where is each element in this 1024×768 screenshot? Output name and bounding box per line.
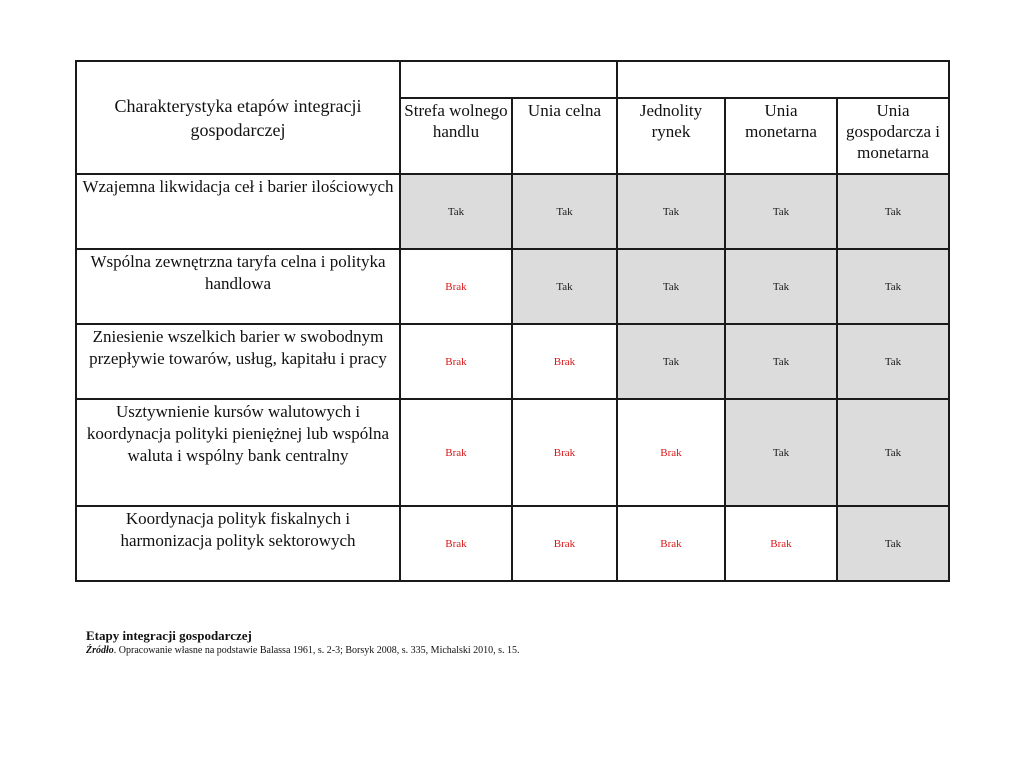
source-label: Źródło (86, 645, 114, 656)
value-cell: Brak (511, 398, 618, 507)
row-header: Koordynacja polityk fiskalnych i harmoni… (75, 505, 401, 582)
row-header: Wspólna zewnętrzna taryfa celna i polity… (75, 248, 401, 325)
table-row: Koordynacja polityk fiskalnych i harmoni… (75, 505, 950, 582)
header-group-blank-right (616, 60, 950, 99)
caption-title: Etapy integracji gospodarczej (86, 628, 252, 643)
integration-stages-table: Charakterystyka etapów integracji gospod… (75, 60, 950, 582)
caption-source: Źródło. Opracowanie własne na podstawie … (86, 644, 946, 658)
value-cell: Brak (511, 505, 618, 582)
value-cell: Tak (724, 173, 838, 250)
value-cell: Brak (616, 505, 726, 582)
table-row: Zniesienie wszelkich barier w swobodnym … (75, 323, 950, 400)
value-cell: Tak (724, 248, 838, 325)
value-cell: Tak (616, 173, 726, 250)
value-cell: Brak (399, 505, 513, 582)
header-row-columns: Strefa wolnego handlu Unia celna Jednoli… (76, 97, 950, 175)
header-group-blank-left (399, 60, 618, 99)
value-cell: Brak (724, 505, 838, 582)
column-header: Unia celna (511, 97, 618, 175)
column-header: Jednolity rynek (616, 97, 726, 175)
header-row-top: Charakterystyka etapów integracji gospod… (75, 60, 950, 175)
value-cell: Tak (616, 323, 726, 400)
value-cell: Brak (616, 398, 726, 507)
value-cell: Tak (399, 173, 513, 250)
value-cell: Tak (836, 398, 950, 507)
value-cell: Tak (836, 173, 950, 250)
value-cell: Brak (399, 398, 513, 507)
corner-header: Charakterystyka etapów integracji gospod… (75, 60, 401, 175)
value-cell: Tak (724, 323, 838, 400)
value-cell: Tak (511, 248, 618, 325)
table-row: Wspólna zewnętrzna taryfa celna i polity… (75, 248, 950, 325)
value-cell: Tak (511, 173, 618, 250)
value-cell: Tak (836, 505, 950, 582)
row-header: Wzajemna likwidacja ceł i barier ilościo… (75, 173, 401, 250)
figure-caption: Etapy integracji gospodarczej Źródło. Op… (86, 628, 946, 658)
value-cell: Tak (836, 323, 950, 400)
column-header: Unia monetarna (724, 97, 838, 175)
value-cell: Tak (836, 248, 950, 325)
column-header: Unia gospodarcza i monetarna (836, 97, 950, 175)
value-cell: Brak (399, 323, 513, 400)
value-cell: Brak (399, 248, 513, 325)
table-row: Wzajemna likwidacja ceł i barier ilościo… (75, 173, 950, 250)
table-row: Usztywnienie kursów walutowych i koordyn… (75, 398, 950, 507)
source-text: . Opracowanie własne na podstawie Balass… (113, 645, 520, 656)
value-cell: Tak (616, 248, 726, 325)
value-cell: Tak (724, 398, 838, 507)
value-cell: Brak (511, 323, 618, 400)
row-header: Usztywnienie kursów walutowych i koordyn… (75, 398, 401, 507)
row-header: Zniesienie wszelkich barier w swobodnym … (75, 323, 401, 400)
column-header: Strefa wolnego handlu (399, 97, 513, 175)
